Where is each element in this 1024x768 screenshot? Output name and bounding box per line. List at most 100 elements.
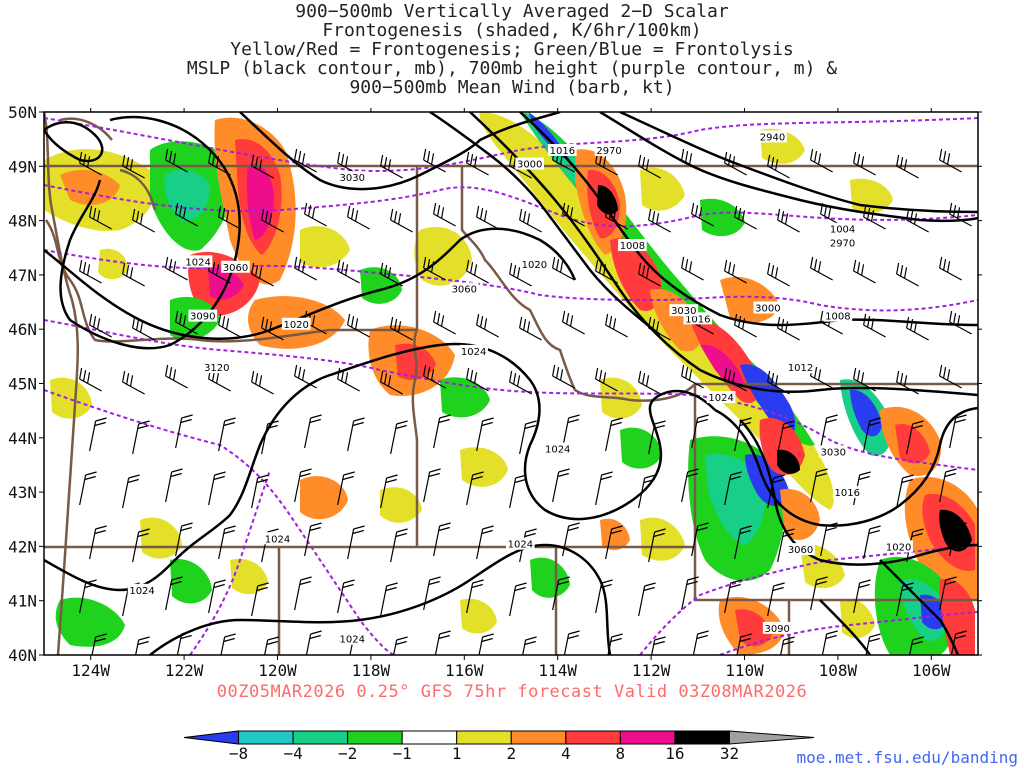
- wind-barb: [605, 313, 628, 338]
- mslp-label: 1024: [708, 393, 733, 404]
- wind-barb: [983, 260, 1005, 283]
- wind-barb: [724, 259, 747, 284]
- wind-barb: [651, 636, 666, 655]
- wind-barb: [294, 364, 317, 389]
- wind-barb: [337, 259, 360, 284]
- mslp-label: 1016: [685, 314, 710, 325]
- wind-barb: [648, 420, 666, 455]
- map-area: [44, 112, 1010, 667]
- wind-barb: [304, 522, 322, 557]
- wind-barb: [476, 205, 499, 230]
- height-labels: 3030 3000 2970 2940 2970 3060 3060 3030 3000 3090…: [188, 130, 857, 635]
- height-label: 3000: [517, 160, 542, 171]
- colorbar-swatch: [347, 730, 403, 745]
- height-label: 3030: [671, 306, 696, 317]
- wind-barb: [380, 582, 398, 617]
- wind-barb: [251, 474, 269, 509]
- height-label-bg: [753, 301, 783, 314]
- lon-tick-label: 120W: [258, 661, 297, 680]
- wind-barb: [896, 370, 919, 395]
- wind-barb: [863, 313, 886, 338]
- wind-barb: [724, 151, 747, 176]
- wind-barb: [681, 364, 704, 389]
- mslp-label-bg: [884, 540, 913, 553]
- wind-barb: [605, 525, 623, 560]
- wind-barb: [863, 205, 886, 230]
- wind-barbs: [79, 148, 1010, 667]
- lon-tick-label: 112W: [632, 661, 671, 680]
- wind-barb: [993, 634, 1010, 667]
- wind-barb: [810, 256, 833, 281]
- wind-barb: [896, 582, 914, 617]
- wind-barb: [906, 316, 929, 341]
- wind-barb: [648, 208, 671, 233]
- map-axes: 40N 41N 42N 43N 44N 45N 46N 47N 48N 49N 50N 124W 122…: [8, 103, 982, 680]
- wind-barb: [906, 420, 924, 455]
- wind-barb: [294, 148, 317, 173]
- wind-barb: [648, 316, 671, 341]
- wind-barb: [380, 262, 403, 287]
- colorbar-level-label: 2: [506, 744, 516, 763]
- lat-tick-label: 47N: [8, 266, 37, 285]
- mslp-label-bg: [459, 344, 488, 357]
- mslp-label-bg: [506, 537, 535, 550]
- lon-tick-label: 110W: [725, 661, 764, 680]
- wind-barb: [519, 316, 542, 341]
- wind-barb: [337, 367, 360, 392]
- credit-link[interactable]: moe.met.fsu.edu/banding: [796, 748, 1018, 767]
- wind-barb: [220, 633, 236, 655]
- mslp-label: 1008: [825, 312, 850, 323]
- lat-tick-label: 49N: [8, 157, 37, 176]
- wind-barb: [939, 576, 957, 611]
- wind-barb: [347, 525, 365, 560]
- wind-barb: [294, 468, 312, 503]
- height-label: 3030: [339, 173, 364, 184]
- wind-barb: [724, 471, 742, 506]
- wind-barb: [853, 579, 871, 614]
- wind-barb: [562, 522, 580, 557]
- lon-tick-label: 116W: [445, 661, 484, 680]
- colorbar-swatch: [565, 730, 621, 745]
- wind-barb: [692, 630, 709, 655]
- wind-barb: [734, 525, 752, 560]
- lon-tick-label: 106W: [912, 661, 951, 680]
- title-line-1: 900−500mb Vertically Averaged 2−D Scalar: [295, 1, 729, 22]
- mslp-label-bg: [823, 309, 853, 322]
- wind-barb: [950, 630, 967, 655]
- wind-barb: [810, 468, 828, 503]
- wind-barb: [433, 414, 451, 449]
- mslp-label-bg: [543, 442, 572, 455]
- wind-barb: [983, 472, 1000, 505]
- wind-barb: [433, 522, 451, 557]
- wind-barb: [165, 148, 188, 173]
- mslp-label: 1024: [265, 534, 290, 545]
- mslp-label-bg: [828, 222, 857, 235]
- mslp-label-bg: [786, 361, 815, 374]
- lat-tick-label: 40N: [8, 646, 37, 665]
- wind-barb: [638, 154, 661, 179]
- wind-barb: [89, 417, 107, 452]
- wind-barb: [853, 367, 876, 392]
- wind-barb: [175, 202, 198, 227]
- wind-barb: [79, 259, 102, 284]
- wind-barb: [691, 202, 714, 227]
- wind-barb: [648, 528, 666, 563]
- wind-barb: [896, 262, 919, 287]
- colorbar-swatch: [619, 730, 676, 745]
- height-label: 3000: [755, 303, 780, 314]
- wind-barb: [390, 316, 413, 341]
- wind-barb: [519, 208, 542, 233]
- lat-tick-label: 42N: [8, 537, 37, 556]
- height-label-bg: [818, 445, 848, 458]
- height-label: 3120: [204, 363, 229, 374]
- wind-barb: [767, 262, 790, 287]
- wind-barb: [79, 151, 102, 176]
- wind-barb: [175, 310, 198, 335]
- mslp-label: 1020: [283, 320, 308, 331]
- wind-barb: [132, 420, 150, 455]
- wind-barb: [853, 151, 876, 176]
- wind-barb: [264, 636, 279, 655]
- wind-barb: [552, 256, 575, 281]
- wind-barb: [939, 468, 957, 503]
- mslp-label-bg: [548, 144, 577, 157]
